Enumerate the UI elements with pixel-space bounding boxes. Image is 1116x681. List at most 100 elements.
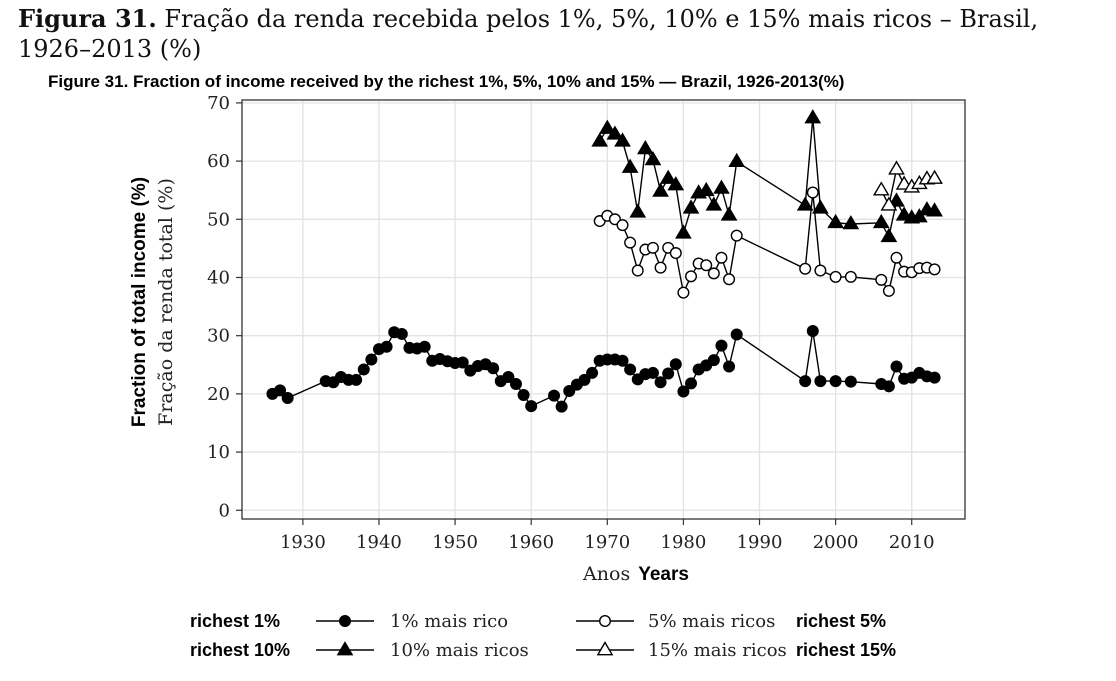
data-point — [281, 391, 294, 404]
series-3 — [591, 109, 943, 243]
y-axis-label-english: Fraction of total income (%) — [129, 177, 150, 427]
data-point — [700, 259, 713, 272]
grid — [242, 100, 965, 519]
x-tick-label: 1970 — [584, 532, 630, 553]
data-point — [659, 169, 677, 184]
x-tick-label: 1930 — [280, 532, 326, 553]
data-point — [796, 196, 814, 211]
legend-marker — [336, 641, 354, 656]
data-point — [842, 215, 860, 230]
data-point — [880, 227, 898, 243]
data-point — [682, 199, 700, 214]
data-point — [882, 284, 895, 297]
y-tick-label: 30 — [207, 326, 230, 347]
x-tick-label: 1960 — [508, 532, 554, 553]
data-point — [814, 264, 827, 277]
legend-marker — [599, 615, 612, 628]
data-point — [875, 273, 888, 286]
x-axis-title: Anos Years — [582, 563, 689, 585]
data-point — [624, 236, 637, 249]
figure-caption-text: Fração da renda recebida pelos 1%, 5%, 1… — [18, 5, 1039, 63]
data-point — [720, 206, 738, 221]
data-point — [548, 389, 561, 402]
data-point — [517, 389, 530, 402]
data-point — [844, 375, 857, 388]
data-point — [872, 213, 890, 229]
data-point — [675, 224, 692, 239]
data-point — [715, 251, 728, 264]
data-point — [274, 384, 287, 397]
series-2 — [593, 186, 941, 299]
data-point — [926, 169, 943, 184]
figure-caption-english: Figure 31. Fraction of income received b… — [48, 72, 845, 91]
series-line — [599, 117, 935, 239]
data-point — [844, 270, 857, 283]
x-tick-label: 1990 — [737, 532, 783, 553]
legend-label: 10% mais ricos — [390, 640, 529, 661]
y-tick-label: 0 — [219, 500, 230, 521]
data-point — [652, 182, 669, 197]
y-tick-label: 70 — [207, 93, 230, 114]
data-point — [928, 371, 941, 384]
x-tick-label: 1980 — [661, 532, 707, 553]
data-point — [654, 261, 667, 274]
data-point — [563, 384, 576, 397]
y-tick-label: 60 — [207, 151, 230, 172]
data-point — [697, 181, 715, 197]
data-point — [888, 192, 905, 207]
legend-label-english: richest 10% — [190, 640, 290, 660]
y-tick-label: 10 — [207, 442, 230, 463]
data-point — [357, 363, 370, 376]
data-point — [910, 208, 928, 223]
legend-label-english: richest 5% — [796, 611, 886, 631]
x-tick-label: 2000 — [813, 532, 859, 553]
data-point — [487, 362, 500, 375]
data-point — [614, 132, 631, 147]
y-tick-label: 20 — [207, 384, 230, 405]
data-point — [555, 400, 568, 413]
data-point — [662, 367, 675, 380]
data-point — [829, 270, 842, 283]
x-tick-label: 2010 — [889, 532, 935, 553]
data-point — [350, 373, 363, 386]
data-point — [606, 125, 624, 140]
data-point — [629, 203, 647, 218]
x-tick-label: 1940 — [356, 532, 402, 553]
data-point — [685, 270, 698, 283]
data-point — [723, 360, 736, 373]
legend-marker — [339, 615, 352, 628]
data-point — [616, 219, 629, 232]
x-axis-label: Anos — [582, 563, 630, 585]
data-point — [926, 202, 943, 217]
data-point — [624, 363, 637, 376]
legend-label-english: richest 15% — [796, 640, 896, 660]
legend-label-english: richest 1% — [190, 611, 280, 631]
data-point — [637, 139, 654, 155]
data-point — [707, 267, 720, 280]
legend-label: 1% mais rico — [390, 611, 508, 632]
x-tick-label: 1950 — [432, 532, 478, 553]
data-point — [872, 181, 890, 196]
data-point — [880, 196, 898, 211]
x-axis-label-english: Years — [638, 564, 689, 585]
data-point — [525, 400, 538, 413]
y-tick-label: 50 — [207, 209, 230, 230]
y-axis-label: Fração da renda total (%) — [155, 178, 177, 426]
legend-label: 15% mais ricos — [648, 640, 787, 661]
data-point — [882, 380, 895, 393]
data-point — [806, 325, 819, 338]
data-point — [586, 366, 599, 379]
data-point — [890, 360, 903, 373]
data-point — [380, 340, 393, 353]
plot-frame — [241, 99, 966, 520]
data-point — [677, 286, 690, 299]
data-point — [418, 340, 431, 353]
data-point — [707, 354, 720, 367]
data-point — [685, 377, 698, 390]
data-point — [616, 354, 629, 367]
data-point — [669, 247, 682, 260]
data-point — [890, 251, 903, 264]
data-point — [888, 160, 905, 175]
data-point — [730, 229, 743, 242]
